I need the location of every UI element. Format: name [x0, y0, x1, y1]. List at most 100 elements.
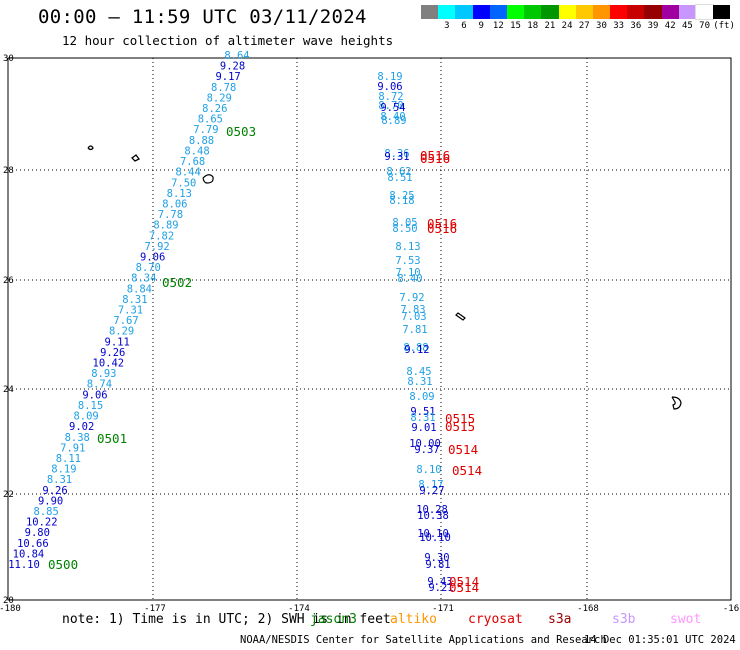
- color-scale-labels: 3 6 9 12 15 18 21 24 27 30 33 36 39 42 45 70 (ft): [421, 21, 735, 31]
- legend-cryosat: cryosat: [468, 612, 523, 627]
- wave-height-value: 10.42: [93, 358, 125, 370]
- page-subtitle: 12 hour collection of altimeter wave hei…: [62, 33, 394, 48]
- wave-height-value: 8.17: [418, 479, 443, 491]
- scale-swatch: [678, 5, 696, 19]
- scale-swatch: [575, 5, 593, 19]
- longitude-label: -16: [723, 604, 739, 612]
- footnote: note: 1) Time is in UTC; 2) SWH is in fe…: [62, 612, 391, 627]
- wave-height-value: 8.11: [56, 453, 81, 465]
- pass-label: 0515: [445, 419, 475, 434]
- scale-label: 18: [527, 21, 539, 31]
- wave-height-value: 7.78: [158, 209, 183, 221]
- wave-height-value: 8.25: [389, 190, 414, 202]
- wave-height-value: 8.31: [47, 474, 72, 486]
- scale-swatch: [489, 5, 507, 19]
- wave-height-value: 8.65: [198, 114, 223, 126]
- pass-label: 0516: [420, 148, 450, 163]
- wave-height-value: 8.93: [91, 368, 116, 380]
- wave-height-value: 8.88: [189, 135, 214, 147]
- wave-height-value: 8.09: [409, 391, 434, 403]
- wave-height-value: 8.19: [51, 464, 76, 476]
- longitude-label: -171: [432, 604, 454, 612]
- wave-height-value: 9.51: [410, 406, 435, 418]
- wave-height-value: 8.89: [153, 220, 178, 232]
- wave-height-value: 8.78: [211, 82, 236, 94]
- scale-swatch: [694, 4, 715, 20]
- wave-height-value: 11.10: [8, 559, 40, 571]
- pass-label: 0514: [452, 463, 482, 478]
- wave-height-value: 8.62: [386, 166, 411, 178]
- wave-height-value: 10.22: [26, 517, 58, 529]
- scale-label: 9: [478, 21, 484, 31]
- wave-height-value: 8.45: [406, 366, 431, 378]
- latitude-label: 26: [3, 276, 14, 286]
- scale-label: 36: [630, 21, 642, 31]
- wave-height-value: 7.79: [193, 124, 218, 136]
- wave-height-value: 8.44: [176, 167, 201, 179]
- wave-height-value: 7.81: [402, 324, 427, 336]
- wave-height-value: 8.05: [392, 217, 417, 229]
- scale-label: (ft): [713, 21, 735, 31]
- scale-swatch: [558, 5, 576, 19]
- pass-label: 0515: [445, 411, 475, 426]
- wave-height-value: 8.34: [131, 273, 156, 285]
- island-shape: [87, 145, 94, 151]
- legend-swot: swot: [670, 612, 702, 627]
- wave-height-value: 9.12: [404, 344, 429, 356]
- scale-swatch: [506, 5, 525, 19]
- wave-height-value: 10.84: [13, 548, 45, 560]
- wave-height-value: 8.70: [378, 100, 403, 112]
- wave-height-value: 7.82: [149, 230, 174, 242]
- legend-altiko: altiko: [390, 612, 437, 627]
- wave-height-value: 9.06: [140, 251, 165, 263]
- wave-height-value: 8.36: [384, 148, 409, 160]
- pass-label: 0501: [97, 431, 127, 446]
- timestamp-text: 14 Dec 01:35:01 UTC 2024: [584, 634, 736, 646]
- wave-height-value: 9.43: [427, 576, 452, 588]
- island-shape: [671, 396, 682, 410]
- wave-height-value: 9.54: [380, 102, 405, 114]
- wave-height-value: 8.72: [378, 91, 403, 103]
- scale-swatch: [592, 5, 611, 19]
- wave-height-value: 9.26: [42, 485, 67, 497]
- wave-height-value: 10.10: [417, 528, 449, 540]
- longitude-label: -174: [288, 604, 310, 612]
- legend-s3a: s3a: [548, 612, 572, 627]
- wave-height-value: 8.26: [202, 103, 227, 115]
- wave-height-value: 8.85: [34, 506, 59, 518]
- wave-height-value: 8.31: [407, 376, 432, 388]
- map-frame: [7, 57, 732, 601]
- scale-swatch: [524, 5, 542, 19]
- wave-height-value: 7.68: [180, 156, 205, 168]
- pass-label: 0502: [162, 275, 192, 290]
- scale-swatch: [472, 5, 490, 19]
- credit-text: NOAA/NESDIS Center for Satellite Applica…: [240, 634, 607, 646]
- latitude-label: 24: [3, 385, 14, 395]
- legend-s3b: s3b: [612, 612, 636, 627]
- island-shape: [202, 174, 214, 184]
- wave-height-value: 8.38: [65, 432, 90, 444]
- wave-height-value: 8.19: [377, 71, 402, 83]
- wave-height-value: 8.48: [184, 145, 209, 157]
- wave-height-value: 8.31: [122, 294, 147, 306]
- scale-swatch: [713, 5, 731, 19]
- wave-height-value: 8.29: [109, 326, 134, 338]
- wave-height-value: 9.37: [414, 444, 439, 456]
- wave-height-value: 9.06: [377, 81, 402, 93]
- wave-height-value: 7.67: [113, 315, 138, 327]
- wave-height-value: 8.06: [162, 198, 187, 210]
- pass-label: 0503: [226, 124, 256, 139]
- pass-label: 0516: [427, 216, 457, 231]
- wave-height-value: 8.13: [395, 241, 420, 253]
- wave-height-value: 8.89: [381, 115, 406, 127]
- wave-height-value: 8.13: [167, 188, 192, 200]
- scale-label: 15: [510, 21, 521, 31]
- pass-label: 0516: [420, 151, 450, 166]
- wave-height-value: 7.83: [400, 304, 425, 316]
- wave-height-value: 8.18: [389, 195, 414, 207]
- wave-height-value: 9.31: [384, 151, 409, 163]
- latitude-label: 20: [3, 596, 14, 606]
- wave-height-value: 7.92: [144, 241, 169, 253]
- wave-height-value: 9.02: [69, 421, 94, 433]
